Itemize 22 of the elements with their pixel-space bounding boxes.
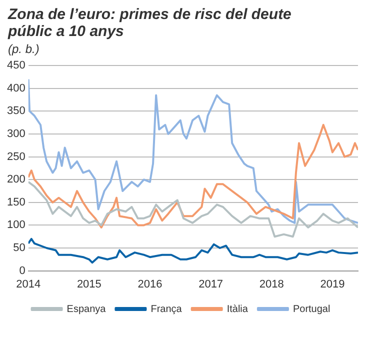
y-tick-label: 250: [6, 150, 26, 163]
legend-label: Itàlia: [226, 304, 248, 315]
y-tick-label: 400: [6, 82, 26, 94]
x-tick-label: 2017: [198, 278, 224, 290]
y-tick-label: 350: [6, 105, 26, 118]
legend-label: Espanya: [66, 304, 106, 315]
x-tick-label: 2019: [320, 278, 345, 290]
y-tick-label: 50: [13, 242, 26, 254]
legend-label: Portugal: [292, 304, 330, 315]
legend-label: França: [150, 304, 182, 315]
x-tick-label: 2014: [16, 278, 41, 290]
y-tick-label: 100: [6, 219, 26, 232]
chart-title: Zona de l’euro: primes de risc del deute públic a 10 anys: [8, 6, 292, 40]
x-tick-label: 2018: [259, 278, 284, 290]
y-tick-label: 200: [6, 174, 26, 186]
y-tick-label: 300: [6, 128, 26, 140]
chart-subtitle: (p. b.): [8, 42, 40, 56]
y-tick-label: 450: [6, 60, 26, 72]
y-tick-label: 0: [19, 264, 26, 277]
x-tick-label: 2016: [138, 278, 162, 290]
x-tick-label: 2015: [76, 278, 102, 290]
y-tick-label: 150: [6, 196, 26, 208]
